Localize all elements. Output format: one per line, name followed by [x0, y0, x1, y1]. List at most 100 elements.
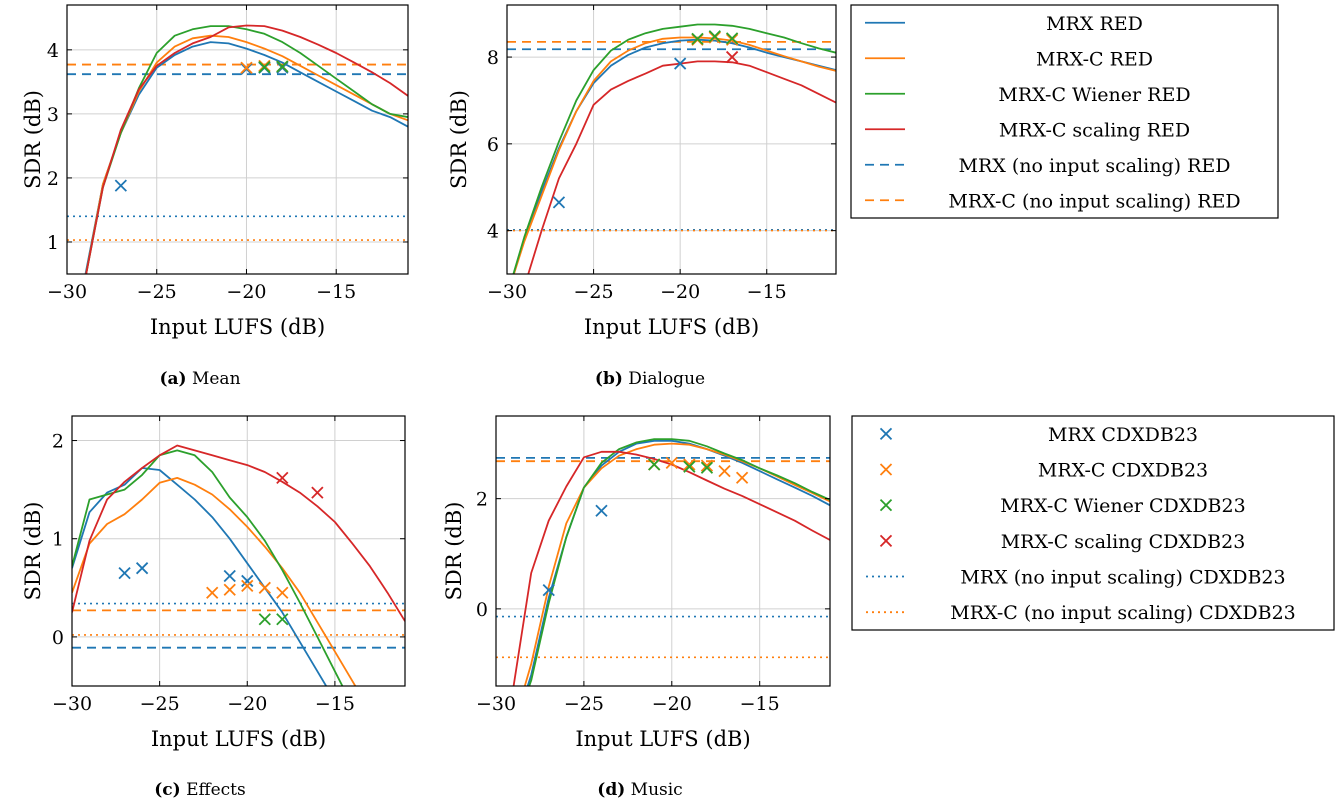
cross-marker: [276, 471, 289, 484]
cross-marker: [114, 179, 127, 192]
legend-entry: MRX-C CDXDB23: [879, 460, 1208, 482]
caption-text: Mean: [187, 369, 241, 389]
x-tick-label: −25: [137, 281, 177, 303]
caption-tag: (d): [597, 780, 625, 800]
y-tick-label: 0: [476, 599, 488, 621]
cross-marker: [674, 57, 687, 70]
legend-swatch: [879, 534, 893, 547]
x-tick-label: −30: [476, 693, 516, 715]
legend-label: MRX-C CDXDB23: [1038, 460, 1208, 482]
caption-tag: (b): [595, 369, 623, 389]
y-tick-label: 6: [487, 134, 499, 156]
y-axis-label: SDR (dB): [21, 90, 45, 189]
legend-entry: MRX-C scaling CDXDB23: [879, 531, 1245, 553]
x-tick-label: −25: [140, 693, 180, 715]
x-tick-label: −15: [316, 281, 356, 303]
caption-text: Music: [625, 780, 682, 800]
x-axis-label: Input LUFS (dB): [151, 727, 326, 751]
cross-marker: [240, 61, 253, 74]
legend-entry: MRX-C (no input scaling) RED: [865, 190, 1241, 212]
legend-entry: MRX (no input scaling) CDXDB23: [866, 567, 1286, 589]
y-tick-label: 4: [47, 40, 59, 62]
legend-entry: MRX-C RED: [865, 48, 1153, 70]
legend-label: MRX-C Wiener CDXDB23: [1000, 495, 1245, 517]
legend-box: [850, 4, 1279, 219]
subfigure-caption: (d) Music: [597, 780, 682, 800]
series-line-2: [85, 25, 408, 274]
cross-marker: [258, 60, 271, 74]
legend-swatch: [879, 499, 893, 512]
x-tick-label: −20: [652, 693, 692, 715]
grid: [506, 5, 836, 274]
cross-marker: [595, 504, 608, 517]
y-tick-label: 8: [487, 47, 499, 69]
grid: [66, 5, 408, 274]
legend-label: MRX-C (no input scaling) CDXDB23: [950, 602, 1296, 624]
cross-marker: [708, 30, 721, 43]
axes-frame: [66, 4, 409, 275]
series-line-0: [512, 38, 836, 274]
cross-marker: [700, 459, 714, 472]
cross-marker: [735, 471, 749, 484]
series-line-1: [512, 36, 836, 274]
cross-marker: [135, 562, 149, 575]
series-line-3: [72, 444, 405, 622]
plot-area: [496, 438, 830, 686]
series-line-2: [512, 23, 836, 274]
cross-marker: [118, 566, 131, 580]
x-tick-label: −30: [52, 693, 92, 715]
y-tick-label: 2: [476, 489, 488, 511]
caption-text: Effects: [181, 780, 246, 800]
x-tick-label: −30: [487, 281, 527, 303]
x-tick-label: −25: [574, 281, 614, 303]
y-tick-label: 2: [47, 168, 59, 190]
legend-label: MRX-C RED: [1036, 48, 1153, 70]
axes-frame: [495, 415, 831, 687]
x-tick-label: −25: [564, 693, 604, 715]
y-axis-label: SDR (dB): [21, 502, 45, 601]
legend-cdxdb23: MRX CDXDB23 MRX-C CDXDB23 MRX-C Wiener CDX…: [851, 415, 1335, 631]
cross-marker: [276, 613, 289, 626]
subplot-b: −30 −25 −20 −15 4 6 8 Input LUFS (dB) SDR (dB) (b…: [447, 4, 837, 389]
subfigure-caption: (b) Dialogue: [595, 369, 705, 389]
legend-label: MRX RED: [1046, 13, 1143, 35]
x-tick-label: −20: [226, 281, 266, 303]
cross-marker: [258, 613, 271, 626]
series-line-2: [72, 449, 344, 686]
series-line-1: [523, 442, 830, 686]
legend-entry: MRX (no input scaling) RED: [865, 155, 1230, 177]
subfigure-caption: (c) Effects: [154, 780, 245, 800]
subplot-group: −30 −25 −20 −15 1 2 3 4 Input LUFS (dB) SDR (dB) (…: [21, 4, 837, 800]
cross-marker: [691, 32, 704, 45]
x-axis-label: Input LUFS (dB): [575, 727, 750, 751]
cross-marker: [725, 33, 739, 46]
legend-entry: MRX-C (no input scaling) CDXDB23: [866, 602, 1296, 624]
cross-marker: [718, 464, 731, 478]
cross-marker: [552, 196, 566, 209]
legend-entry: MRX-C scaling RED: [865, 119, 1190, 141]
cross-marker: [683, 460, 696, 473]
y-axis-label: SDR (dB): [447, 90, 471, 189]
cross-marker: [206, 586, 219, 599]
y-tick-label: 2: [52, 431, 64, 453]
x-tick-label: −15: [315, 693, 355, 715]
grid: [495, 416, 830, 686]
series-line-0: [72, 467, 328, 686]
x-axis-label: Input LUFS (dB): [584, 315, 759, 339]
legend-label: MRX-C (no input scaling) RED: [948, 190, 1240, 212]
x-tick-label: −20: [660, 281, 700, 303]
legend-box: [851, 415, 1335, 631]
cross-marker: [241, 579, 254, 592]
axes-frame: [506, 4, 837, 275]
cross-marker: [240, 62, 253, 76]
subfigure-caption: (a) Mean: [159, 369, 240, 389]
cross-marker: [708, 31, 721, 44]
plot-area: [72, 444, 405, 686]
cross-marker: [542, 583, 555, 597]
plot-area: [507, 23, 836, 274]
legend-swatch: [879, 463, 893, 476]
y-tick-label: 4: [487, 221, 499, 243]
legend-label: MRX-C Wiener RED: [998, 84, 1190, 106]
legend-red: MRX RED MRX-C RED MRX-C Wiener RED MRX-C sc…: [850, 4, 1279, 219]
subplot-d: −30 −25 −20 −15 0 2 Input LUFS (dB) SDR (dB) (d)…: [442, 415, 831, 800]
